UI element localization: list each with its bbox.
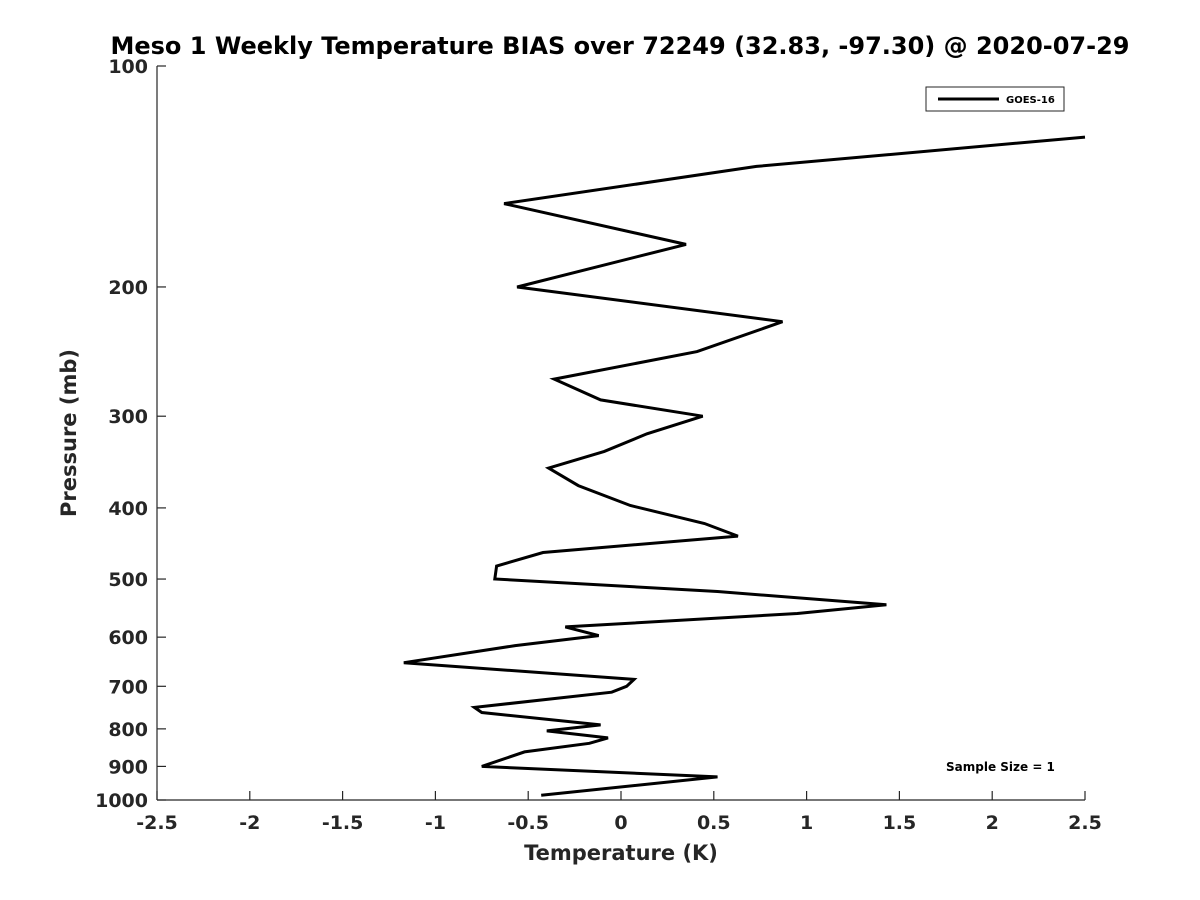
y-ticks: 100 200 300 400 500 600 700 800 900 1000 [95, 56, 166, 812]
y-tick-label: 400 [108, 498, 148, 520]
x-tick-label: -1 [425, 812, 446, 834]
x-tick-label: 2 [986, 812, 999, 834]
y-tick-label: 600 [108, 627, 148, 649]
x-tick-label: -1.5 [322, 812, 364, 834]
y-tick-label: 300 [108, 406, 148, 428]
y-tick-label: 200 [108, 277, 148, 299]
series-line-goes-16 [403, 135, 1086, 797]
x-tick-label: -2 [239, 812, 260, 834]
y-tick-label: 100 [108, 56, 148, 78]
x-tick-label: 1.5 [883, 812, 917, 834]
x-tick-label: -2.5 [136, 812, 178, 834]
y-tick-label: 800 [108, 719, 148, 741]
y-tick-label: 700 [108, 676, 148, 698]
legend: GOES-16 [925, 86, 1065, 112]
chart-title: Meso 1 Weekly Temperature BIAS over 7224… [110, 32, 1129, 60]
x-tick-label: 0.5 [697, 812, 731, 834]
x-tick-label: 2.5 [1068, 812, 1102, 834]
y-tick-label: 500 [108, 569, 148, 591]
x-axis-label: Temperature (K) [524, 841, 718, 865]
y-tick-label: 900 [108, 756, 148, 778]
x-tick-label: 1 [800, 812, 813, 834]
x-tick-label: -0.5 [507, 812, 549, 834]
x-tick-label: 0 [614, 812, 627, 834]
y-axis-label: Pressure (mb) [57, 349, 81, 517]
y-tick-label: 1000 [95, 790, 148, 812]
legend-label-goes-16: GOES-16 [1006, 95, 1055, 106]
x-ticks: -2.5 -2 -1.5 -1 -0.5 0 0.5 1 1.5 2 2.5 [136, 791, 1102, 834]
plot-area: -2.5 -2 -1.5 -1 -0.5 0 0.5 1 1.5 2 2.5 100 200 300 40… [95, 56, 1102, 834]
sample-size-annotation: Sample Size = 1 [946, 760, 1055, 774]
series-layer [403, 135, 1086, 797]
